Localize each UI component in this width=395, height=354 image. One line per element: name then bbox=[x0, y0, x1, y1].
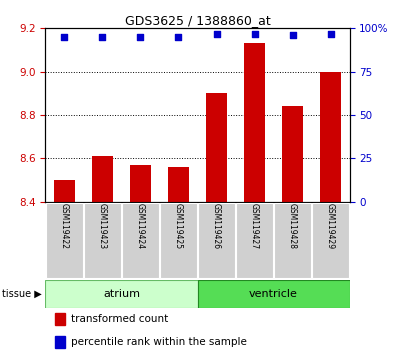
Text: GSM119428: GSM119428 bbox=[288, 203, 297, 249]
Bar bbox=[84, 203, 121, 278]
Text: GSM119429: GSM119429 bbox=[326, 203, 335, 250]
Point bbox=[175, 34, 182, 40]
Text: GSM119422: GSM119422 bbox=[60, 203, 69, 249]
Text: GSM119426: GSM119426 bbox=[212, 203, 221, 250]
Text: percentile rank within the sample: percentile rank within the sample bbox=[71, 337, 247, 347]
Bar bbox=[282, 106, 303, 202]
Text: tissue ▶: tissue ▶ bbox=[2, 289, 42, 299]
Bar bbox=[244, 44, 265, 202]
Bar bbox=[236, 203, 273, 278]
Point bbox=[213, 31, 220, 36]
Bar bbox=[122, 203, 159, 278]
Point bbox=[251, 31, 258, 36]
Bar bbox=[55, 336, 65, 348]
Bar bbox=[160, 203, 197, 278]
Bar bbox=[130, 165, 151, 202]
Bar bbox=[312, 203, 349, 278]
Text: atrium: atrium bbox=[103, 289, 140, 299]
Text: GSM119424: GSM119424 bbox=[136, 203, 145, 250]
Point bbox=[99, 34, 105, 40]
Bar bbox=[198, 280, 350, 308]
Bar bbox=[320, 72, 341, 202]
Text: ventricle: ventricle bbox=[249, 289, 298, 299]
Point bbox=[137, 34, 144, 40]
Text: GSM119425: GSM119425 bbox=[174, 203, 183, 250]
Bar bbox=[274, 203, 311, 278]
Bar bbox=[198, 203, 235, 278]
Point bbox=[61, 34, 68, 40]
Bar bbox=[206, 93, 227, 202]
Bar bbox=[92, 156, 113, 202]
Title: GDS3625 / 1388860_at: GDS3625 / 1388860_at bbox=[125, 14, 270, 27]
Point bbox=[290, 33, 296, 38]
Bar bbox=[54, 180, 75, 202]
Text: GSM119423: GSM119423 bbox=[98, 203, 107, 250]
Bar bbox=[55, 313, 65, 325]
Text: transformed count: transformed count bbox=[71, 314, 169, 324]
Bar bbox=[45, 280, 198, 308]
Text: GSM119427: GSM119427 bbox=[250, 203, 259, 250]
Point bbox=[327, 31, 334, 36]
Bar bbox=[46, 203, 83, 278]
Bar bbox=[168, 167, 189, 202]
